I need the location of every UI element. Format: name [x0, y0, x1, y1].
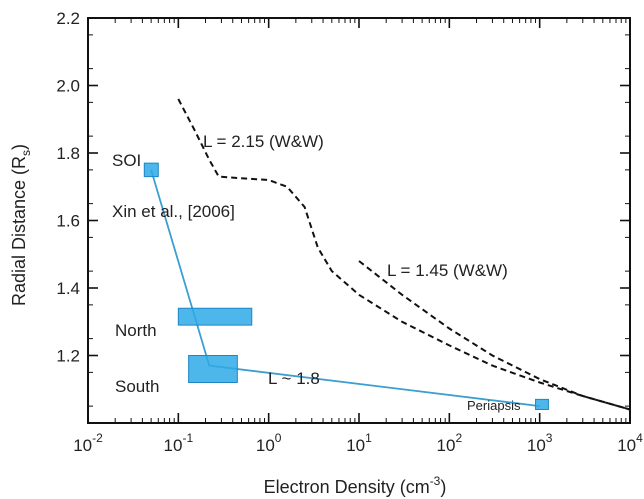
x-tick-label: 100	[256, 431, 282, 455]
series-line-2	[358, 260, 631, 411]
label-l215: L = 2.15 (W&W)	[203, 132, 324, 151]
x-tick-label: 102	[437, 431, 463, 455]
box-south	[188, 355, 238, 383]
y-tick-label: 2.2	[56, 9, 80, 28]
x-tick-label: 101	[346, 431, 372, 455]
y-axis-title: Radial Distance (Rs)	[9, 144, 33, 306]
y-tick-label: 1.8	[56, 144, 80, 163]
box-soi	[143, 162, 159, 178]
label-south: South	[115, 377, 159, 396]
box-north	[177, 307, 253, 326]
x-tick-label: 103	[527, 431, 553, 455]
label-soi: SOI	[112, 151, 141, 170]
series-line-1	[177, 98, 631, 411]
x-axis-title: Electron Density (cm-3)	[264, 474, 447, 497]
axes: 10-2 10-1 100 101 102 103 104 1.2 1.4 1.6 1.8 2.0 2.…	[56, 9, 643, 455]
label-north: North	[115, 321, 157, 340]
label-xin: Xin et al., [2006]	[112, 202, 235, 221]
box-group	[143, 162, 549, 410]
label-periapsis: Periapsis	[467, 398, 521, 413]
y-tick-label: 1.2	[56, 347, 80, 366]
x-tick-label: 104	[617, 431, 643, 455]
label-l145: L = 1.45 (W&W)	[387, 261, 508, 280]
label-l18: L ~ 1.8	[268, 369, 320, 388]
x-tick-label: 10-1	[164, 431, 194, 455]
x-tick-label: 10-2	[73, 431, 103, 455]
box-periapsis	[535, 398, 549, 410]
y-tick-label: 1.6	[56, 212, 80, 231]
y-tick-label: 1.4	[56, 279, 80, 298]
y-tick-label: 2.0	[56, 77, 80, 96]
